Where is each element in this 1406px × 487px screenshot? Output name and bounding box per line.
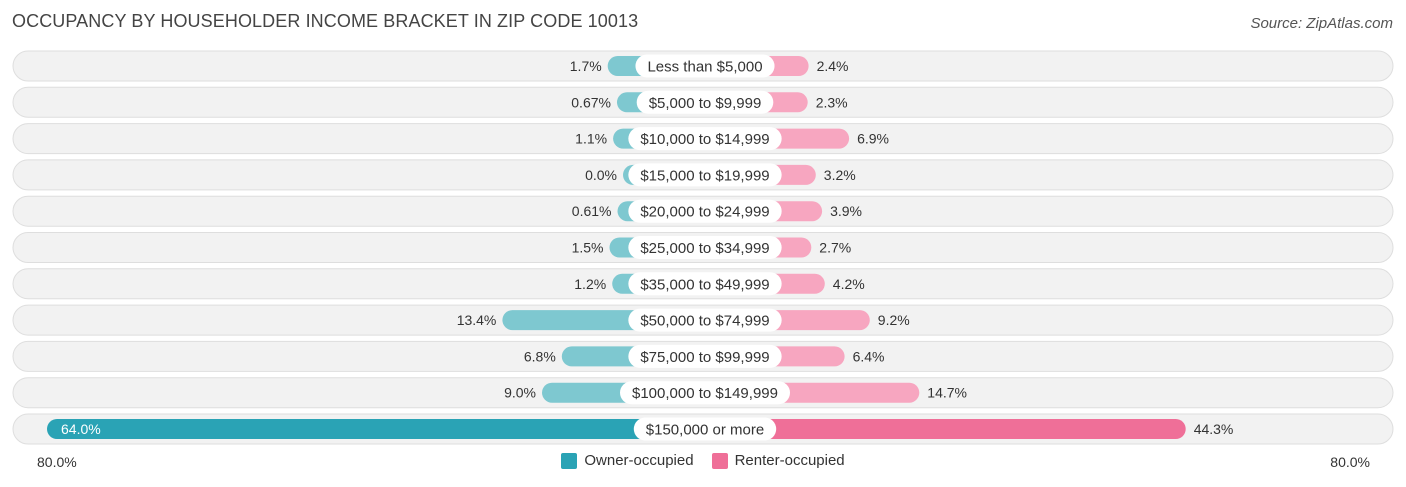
category-label: $20,000 to $24,999 [640,204,769,221]
category-pill [628,127,782,151]
legend-swatch-renter [711,452,728,469]
category-pill [633,417,777,441]
legend-item-owner[interactable]: Owner-occupied [561,452,694,469]
data-label-owner: 1.7% [570,58,602,74]
legend-label-renter: Renter-occupied [734,452,845,469]
category-pill [628,199,782,223]
bar-owner-occupied[interactable] [47,419,705,439]
data-label-owner: 9.0% [504,385,536,401]
axis-label-left: 80.0% [37,454,77,470]
data-label-renter: 6.9% [857,131,889,147]
category-pill [628,163,782,187]
legend-item-renter[interactable]: Renter-occupied [711,452,845,469]
data-label-renter: 2.3% [816,94,848,110]
chart-area: 1.7% 2.4% Less than $5,000 0.67% 2.3% $5,000 … [12,50,1394,445]
category-label: $150,000 or more [646,422,764,439]
category-pill [628,344,782,368]
category-label: $15,000 to $19,999 [640,167,769,184]
data-label-owner: 13.4% [457,312,497,328]
category-pill [628,308,782,332]
bar-renter-occupied[interactable] [705,419,1186,439]
axis-label-right: 80.0% [1330,454,1370,470]
legend-label-owner: Owner-occupied [584,452,694,469]
category-pill [620,381,790,405]
legend: Owner-occupied Renter-occupied [0,452,1406,469]
category-label: $100,000 to $149,999 [632,385,778,402]
data-label-owner: 64.0% [61,421,101,437]
data-label-renter: 4.2% [833,276,865,292]
data-label-owner: 1.1% [575,131,607,147]
data-label-owner: 0.61% [572,203,612,219]
category-label: $5,000 to $9,999 [649,95,762,112]
category-pill [635,54,775,78]
data-label-owner: 6.8% [524,348,556,364]
category-pill [628,236,782,259]
data-label-renter: 9.2% [878,312,910,328]
category-label: $75,000 to $99,999 [640,349,769,366]
data-label-renter: 14.7% [927,385,967,401]
source-label: Source: ZipAtlas.com [1250,15,1393,32]
data-label-owner: 1.5% [572,240,604,256]
category-label: $50,000 to $74,999 [640,313,769,330]
data-label-owner: 0.67% [571,94,611,110]
data-label-renter: 2.4% [817,58,849,74]
legend-swatch-owner [561,452,578,469]
data-label-renter: 2.7% [819,240,851,256]
data-label-owner: 0.0% [585,167,617,183]
category-label: $10,000 to $14,999 [640,131,769,148]
data-label-renter: 3.9% [830,203,862,219]
category-label: Less than $5,000 [647,59,762,76]
data-label-owner: 1.2% [574,276,606,292]
category-pill [628,272,782,296]
category-label: $25,000 to $34,999 [640,240,769,257]
data-label-renter: 6.4% [853,348,885,364]
category-pill [636,90,774,114]
data-label-renter: 44.3% [1194,421,1234,437]
chart-title: OCCUPANCY BY HOUSEHOLDER INCOME BRACKET … [12,11,639,31]
category-label: $35,000 to $49,999 [640,276,769,293]
data-label-renter: 3.2% [824,167,856,183]
